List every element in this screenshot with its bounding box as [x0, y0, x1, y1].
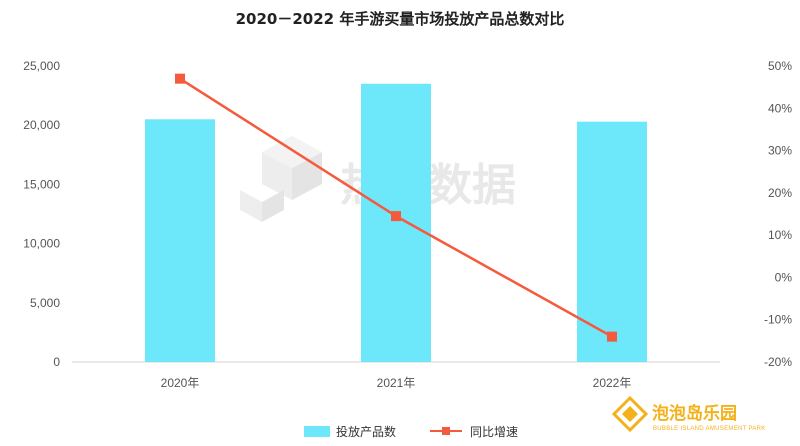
- legend-label-bar: 投放产品数: [336, 424, 396, 439]
- legend-swatch-marker: [442, 427, 450, 435]
- category-label: 2020年: [161, 376, 200, 390]
- legend-swatch-bar: [304, 426, 330, 437]
- line-marker: [175, 73, 185, 84]
- category-label: 2021年: [377, 376, 416, 390]
- line-series: [175, 73, 617, 342]
- left-tick-label: 10,000: [23, 237, 60, 251]
- left-axis: 0 5,000 10,000 15,000 20,000 25,000: [23, 59, 60, 369]
- right-tick-label: -20%: [764, 355, 792, 369]
- x-axis: 2020年 2021年 2022年: [161, 376, 632, 390]
- brand-name: 泡泡岛乐园: [652, 403, 737, 424]
- line-marker: [391, 211, 401, 222]
- brand-subtitle: BUBBLE ISLAND AMUSEMENT PARK: [653, 426, 766, 432]
- category-label: 2022年: [593, 376, 632, 390]
- left-tick-label: 20,000: [23, 118, 60, 132]
- line-marker: [607, 331, 617, 342]
- left-tick-label: 0: [53, 355, 60, 369]
- bar-series: [145, 83, 647, 362]
- right-tick-label: 0%: [775, 270, 793, 284]
- chart-title: 2020－2022 年手游买量市场投放产品总数对比: [236, 10, 565, 28]
- left-tick-label: 5,000: [30, 296, 60, 310]
- right-tick-label: 40%: [768, 101, 792, 115]
- legend: 投放产品数 同比增速: [304, 424, 518, 439]
- legend-label-line: 同比增速: [470, 425, 518, 439]
- right-tick-label: 10%: [768, 228, 792, 242]
- right-axis: -20% -10% 0% 10% 20% 30% 40% 50%: [764, 59, 792, 369]
- bar: [361, 83, 431, 362]
- right-tick-label: 50%: [768, 59, 792, 73]
- brand-logo: 泡泡岛乐园 BUBBLE ISLAND AMUSEMENT PARK: [611, 395, 766, 433]
- bar: [577, 121, 647, 362]
- left-tick-label: 25,000: [23, 59, 60, 73]
- brand-diamond-icon: [611, 395, 649, 433]
- right-tick-label: 30%: [768, 144, 792, 158]
- bar: [145, 119, 215, 362]
- left-tick-label: 15,000: [23, 177, 60, 191]
- right-tick-label: 20%: [768, 186, 792, 200]
- watermark-cube-icon: [240, 136, 322, 222]
- right-tick-label: -10%: [764, 313, 792, 327]
